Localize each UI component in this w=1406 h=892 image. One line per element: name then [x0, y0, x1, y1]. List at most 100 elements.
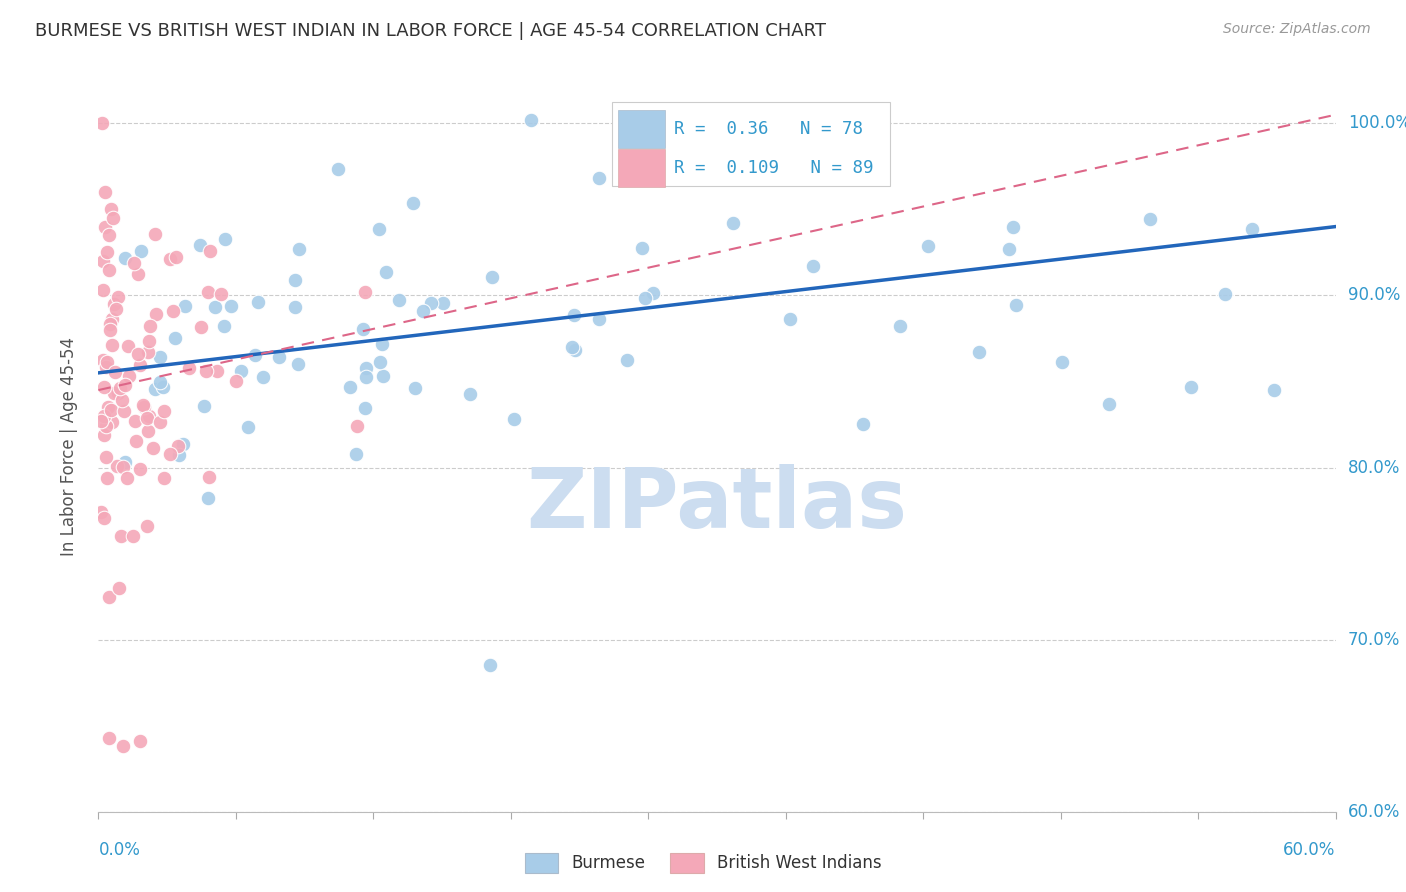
Point — [96, 354, 118, 368]
Point — [197, 491, 219, 505]
Point — [94, 418, 117, 433]
Point — [354, 369, 377, 384]
Point — [634, 291, 657, 305]
Point — [371, 336, 394, 351]
Point — [145, 307, 167, 321]
Point — [252, 369, 274, 384]
Point — [136, 519, 159, 533]
Point — [388, 293, 411, 307]
FancyBboxPatch shape — [619, 149, 665, 186]
Point — [135, 411, 157, 425]
Point — [247, 295, 270, 310]
Text: BURMESE VS BRITISH WEST INDIAN IN LABOR FORCE | AGE 45-54 CORRELATION CHART: BURMESE VS BRITISH WEST INDIAN IN LABOR … — [35, 22, 827, 40]
Point — [107, 290, 129, 304]
Point — [432, 296, 454, 310]
Point — [129, 358, 152, 372]
Point — [103, 385, 125, 400]
Point — [284, 300, 307, 314]
Point — [236, 419, 259, 434]
Point — [96, 245, 118, 260]
Point — [91, 283, 114, 297]
Point — [631, 241, 654, 255]
Point — [90, 505, 112, 519]
Point — [193, 399, 215, 413]
Text: R =  0.109   N = 89: R = 0.109 N = 89 — [673, 159, 873, 177]
Point — [245, 348, 267, 362]
Point — [97, 400, 120, 414]
Point — [93, 219, 115, 234]
Point — [1180, 379, 1202, 393]
Point — [98, 323, 121, 337]
Point — [114, 455, 136, 469]
Point — [93, 380, 115, 394]
Y-axis label: In Labor Force | Age 45-54: In Labor Force | Age 45-54 — [59, 336, 77, 556]
Point — [97, 590, 120, 604]
Point — [402, 195, 425, 210]
Point — [93, 511, 115, 525]
Point — [188, 238, 211, 252]
Point — [108, 381, 131, 395]
Point — [588, 312, 610, 326]
Point — [917, 239, 939, 253]
Point — [104, 302, 127, 317]
Point — [159, 252, 181, 266]
Point — [368, 222, 391, 236]
Text: R =  0.36   N = 78: R = 0.36 N = 78 — [673, 120, 863, 138]
Point — [98, 317, 121, 331]
Point — [125, 434, 148, 448]
Text: 80.0%: 80.0% — [1348, 458, 1400, 476]
Point — [127, 267, 149, 281]
Point — [138, 345, 160, 359]
Point — [149, 415, 172, 429]
Point — [138, 409, 160, 423]
Text: 0.0%: 0.0% — [98, 841, 141, 859]
Point — [225, 374, 247, 388]
Point — [149, 375, 172, 389]
Point — [194, 364, 217, 378]
Point — [1050, 355, 1073, 369]
Point — [287, 358, 309, 372]
Point — [101, 337, 124, 351]
Text: 90.0%: 90.0% — [1348, 286, 1400, 304]
Point — [198, 244, 221, 258]
Point — [1098, 397, 1121, 411]
Point — [165, 251, 187, 265]
Point — [94, 359, 117, 374]
Point — [354, 360, 377, 375]
Point — [412, 304, 434, 318]
Point — [328, 162, 350, 177]
Point — [352, 322, 374, 336]
Point — [284, 273, 307, 287]
Point — [564, 343, 586, 357]
Point — [143, 383, 166, 397]
Point — [190, 319, 212, 334]
Point — [167, 448, 190, 462]
Point — [179, 361, 201, 376]
Legend: Burmese, British West Indians: Burmese, British West Indians — [517, 847, 889, 880]
Point — [132, 401, 155, 415]
Point — [1001, 219, 1024, 234]
Point — [198, 470, 221, 484]
Point — [93, 353, 115, 368]
Point — [132, 398, 155, 412]
Point — [159, 447, 181, 461]
Point — [346, 418, 368, 433]
Point — [374, 264, 396, 278]
Point — [1263, 383, 1285, 397]
Point — [97, 228, 120, 243]
Point — [138, 334, 160, 348]
Point — [520, 112, 543, 127]
Point — [197, 285, 219, 300]
Point — [616, 353, 638, 368]
Point — [136, 424, 159, 438]
Point — [1004, 297, 1026, 311]
Point — [212, 318, 235, 333]
Point — [152, 380, 174, 394]
Point — [93, 409, 115, 423]
Text: Source: ZipAtlas.com: Source: ZipAtlas.com — [1223, 22, 1371, 37]
Point — [104, 365, 127, 379]
Point — [93, 253, 115, 268]
Point — [105, 459, 128, 474]
Point — [100, 202, 122, 217]
Point — [205, 364, 228, 378]
